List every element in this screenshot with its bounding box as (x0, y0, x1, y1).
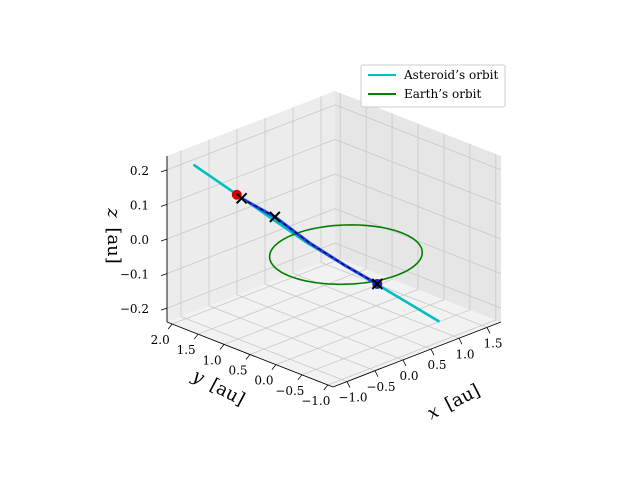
y-tick-label: 0.5 (228, 364, 247, 378)
z-tick-label: 0.1 (130, 198, 149, 212)
grid-line-z-right (334, 139, 502, 205)
y-tick-mark (271, 364, 277, 370)
y-axis-label-var: y (188, 365, 208, 389)
y-tick-mark (323, 384, 329, 391)
y-tick-label: −1.0 (301, 394, 330, 408)
legend-frame (360, 64, 506, 108)
legend: Asteroid’s orbit Earth’s orbit (360, 64, 506, 108)
z-tick-mark (160, 169, 168, 173)
x-marker-stroke (235, 192, 248, 205)
grid-line-y-floor (223, 278, 393, 345)
x-tick-label: −0.5 (366, 380, 395, 394)
grid-line-y-floor (301, 309, 471, 376)
y-tick-label: 1.5 (177, 343, 196, 357)
x-tick-label: 1.0 (455, 347, 474, 361)
x-tick-mark (430, 348, 435, 356)
earth-orbit-line (268, 224, 424, 286)
z-tick-label: 0.0 (130, 233, 149, 247)
y-tick-label: 1.0 (203, 353, 222, 367)
z-axis-label-var: z (103, 207, 124, 218)
x-tick-mark (374, 370, 379, 377)
x-tick-mark (486, 327, 491, 334)
grid-line-z-left (166, 139, 336, 205)
z-tick-mark (160, 273, 168, 276)
x-marker-stroke (371, 278, 384, 290)
x-marker-stroke (269, 211, 281, 223)
x-tick-mark (402, 359, 407, 367)
grid-lines (166, 93, 502, 386)
grid-line-z-left (166, 242, 336, 309)
x-tick-label: 1.5 (483, 336, 502, 350)
y-tick-label: 2.0 (151, 333, 170, 347)
grid-line-z-right (334, 242, 502, 309)
event-markers (231, 189, 384, 290)
x-axis-line (332, 321, 502, 388)
x-axis-label: x [au] (424, 380, 484, 424)
z-tick-mark (160, 307, 168, 311)
y-tick-mark (219, 344, 225, 350)
grid-line-y-floor (197, 268, 367, 335)
trajectory-segment-dashed (241, 197, 378, 285)
grid-line-y-floor (275, 299, 445, 366)
grid-line-z-right (334, 104, 502, 171)
y-axis-label-unit: [au] (206, 375, 248, 411)
x-tick-label: 0.0 (399, 369, 418, 383)
x-marker (371, 278, 384, 290)
y-tick-mark (297, 374, 303, 381)
tick-labels: −1.0−0.50.00.51.01.5−1.0−0.50.00.51.01.5… (120, 164, 503, 408)
grid-line-z-right (334, 173, 502, 240)
grid-line-z-right (334, 208, 502, 274)
y-tick-label: 0.0 (254, 374, 273, 388)
grid-line-y-floor (327, 319, 496, 386)
x-tick-label: −1.0 (338, 391, 367, 405)
y-tick-label: −0.5 (275, 384, 304, 398)
y-tick-mark (167, 323, 173, 330)
grid-line-y-floor (172, 258, 341, 325)
legend-label-earth: Earth’s orbit (404, 87, 481, 101)
x-tick-label: 0.5 (427, 358, 446, 372)
z-tick-label: −0.2 (120, 302, 149, 316)
z-axis-label: z [au] (103, 207, 124, 264)
grid-line-y-floor (249, 289, 419, 355)
grid-line-z-left (166, 173, 336, 240)
x-marker (235, 192, 248, 205)
y-tick-mark (245, 354, 251, 360)
x-tick-mark (458, 338, 463, 345)
z-axis-label-unit: [au] (103, 227, 124, 263)
y-tick-mark (193, 333, 199, 340)
grid-line-z-left (166, 104, 336, 171)
legend-label-asteroid: Asteroid’s orbit (403, 68, 498, 82)
x-axis-label-unit: [au] (442, 380, 484, 415)
z-tick-mark (160, 238, 168, 242)
z-tick-label: −0.1 (120, 268, 149, 282)
grid-line-z-left (166, 208, 336, 274)
z-tick-mark (160, 204, 168, 207)
x-tick-mark (346, 381, 351, 388)
x-marker (269, 211, 281, 223)
z-tick-label: 0.2 (130, 164, 149, 178)
x-axis-label-var: x (424, 401, 443, 424)
